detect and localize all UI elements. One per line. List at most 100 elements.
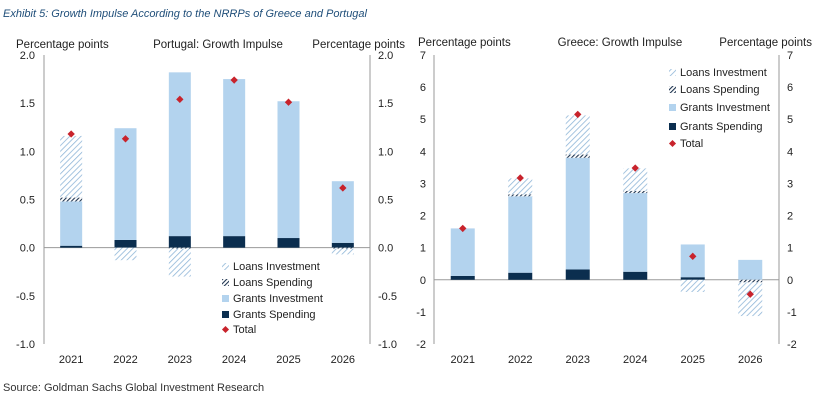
- bar-loans-investment: [623, 168, 648, 191]
- y-tick-label-left: 1.5: [20, 98, 35, 110]
- y-tick-label-left: 6: [420, 82, 426, 94]
- bar-grants-investment: [114, 128, 137, 240]
- x-tick-label: 2023: [566, 354, 590, 366]
- x-tick-label: 2026: [331, 354, 355, 366]
- bar-grants-spending: [277, 238, 300, 248]
- source-note: Source: Goldman Sachs Global Investment …: [3, 382, 265, 394]
- bar-grants-spending: [223, 236, 246, 248]
- total-marker: [176, 95, 184, 103]
- legend-swatch-grants-investment: [222, 295, 229, 302]
- y-tick-label-left: 0: [420, 275, 426, 287]
- bar-grants-spending: [114, 239, 137, 248]
- bar-grants-investment: [331, 181, 354, 243]
- y-tick-label-left: 3: [420, 178, 426, 190]
- y-tick-label-right: 0.0: [378, 243, 393, 255]
- total-marker: [459, 224, 467, 233]
- legend-label-grants-spending: Grants Spending: [680, 121, 763, 133]
- bar-grants-investment: [623, 193, 648, 272]
- x-tick-label: 2026: [738, 354, 762, 366]
- y-ticks-left: -2 -1 0 1 2 3 4 5 6 7: [416, 50, 426, 351]
- y-tick-label-right: 1: [787, 243, 793, 255]
- bars: [60, 72, 354, 277]
- y-tick-label-right: 7: [787, 50, 793, 62]
- chart-title: Portugal: Growth Impulse: [153, 39, 283, 51]
- legend-label-loans-investment: Loans Investment: [680, 67, 767, 79]
- bar-loans-spending: [508, 194, 533, 197]
- x-tick-label: 2024: [222, 354, 246, 366]
- y-tick-label-right: 1.5: [378, 98, 393, 110]
- y-tick-label-right: -1: [787, 307, 797, 319]
- bar-grants-spending: [331, 242, 354, 248]
- chart-title: Greece: Growth Impulse: [558, 37, 683, 49]
- legend-label-total: Total: [233, 324, 256, 336]
- total-marker: [230, 76, 238, 84]
- legend: Loans Investment Loans Spending Grants I…: [668, 67, 770, 150]
- bar-grants-investment: [223, 79, 246, 237]
- y-axis-label-left: Percentage points: [418, 37, 511, 49]
- legend-label-loans-spending: Loans Spending: [680, 84, 760, 96]
- legend-swatch-grants-spending: [669, 123, 676, 130]
- y-tick-label-left: 4: [420, 146, 426, 158]
- bar-grants-investment: [277, 101, 300, 239]
- legend-label-grants-spending: Grants Spending: [233, 309, 316, 321]
- legend: Loans Investment Loans Spending Grants I…: [221, 261, 323, 336]
- bar-grants-investment: [60, 201, 83, 246]
- greece-growth-impulse-chart: Percentage points Greece: Growth Impulse…: [416, 37, 812, 366]
- bar-loans-investment: [114, 247, 137, 261]
- legend-swatch-grants-spending: [222, 311, 229, 318]
- bar-loans-spending: [738, 279, 763, 283]
- x-tick-label: 2022: [508, 354, 532, 366]
- x-tick-label: 2021: [59, 354, 83, 366]
- bar-grants-spending: [565, 269, 590, 280]
- y-axis-label-right: Percentage points: [312, 39, 405, 51]
- legend-label-total: Total: [680, 138, 703, 150]
- x-tick-label: 2021: [451, 354, 475, 366]
- y-tick-label-left: 7: [420, 50, 426, 62]
- legend-swatch-loans-investment: [669, 69, 676, 76]
- bar-loans-investment: [60, 135, 83, 198]
- bar-loans-investment: [680, 279, 705, 292]
- y-tick-label-right: 4: [787, 146, 793, 158]
- y-ticks-right: -1.0 -0.5 0.0 0.5 1.0 1.5 2.0: [378, 50, 397, 351]
- x-tick-label: 2024: [623, 354, 647, 366]
- bar-grants-spending: [450, 275, 475, 280]
- total-markers: [459, 110, 754, 298]
- legend-swatch-grants-investment: [669, 104, 676, 111]
- legend-swatch-loans-spending: [669, 86, 676, 93]
- y-tick-label-left: 1: [420, 243, 426, 255]
- y-axis-label-left: Percentage points: [16, 39, 109, 51]
- bars: [450, 115, 763, 317]
- exhibit-title: Exhibit 5: Growth Impulse According to t…: [3, 8, 367, 20]
- y-ticks-right: -2 -1 0 1 2 3 4 5 6 7: [787, 50, 797, 351]
- x-tick-label: 2023: [168, 354, 192, 366]
- legend-swatch-total: [668, 139, 677, 148]
- y-tick-label-left: 2.0: [20, 50, 35, 62]
- y-tick-label-left: -1: [416, 307, 426, 319]
- y-tick-label-right: 0.5: [378, 195, 393, 207]
- y-tick-label-left: -0.5: [16, 291, 35, 303]
- legend-label-grants-investment: Grants Investment: [233, 293, 323, 305]
- bar-grants-spending: [168, 236, 191, 248]
- y-tick-label-left: 0.5: [20, 195, 35, 207]
- x-tick-label: 2022: [113, 354, 137, 366]
- x-ticks: 2021 2022 2023 2024 2025 2026: [59, 354, 355, 366]
- y-tick-label-left: -2: [416, 339, 426, 351]
- bar-loans-investment: [331, 248, 354, 255]
- bar-grants-spending: [60, 245, 83, 248]
- y-tick-label-right: 0: [787, 275, 793, 287]
- y-axis-label-right: Percentage points: [719, 37, 812, 49]
- y-tick-label-right: 5: [787, 114, 793, 126]
- bar-loans-investment: [508, 178, 533, 195]
- y-tick-label-right: 3: [787, 178, 793, 190]
- x-tick-label: 2025: [681, 354, 705, 366]
- total-markers: [67, 76, 347, 192]
- bar-loans-spending: [623, 190, 648, 194]
- y-tick-label-right: -1.0: [378, 339, 397, 351]
- chart-frame: [43, 55, 371, 344]
- bar-loans-investment: [738, 282, 763, 317]
- x-tick-label: 2025: [276, 354, 300, 366]
- y-tick-label-right: -2: [787, 339, 797, 351]
- bar-loans-spending: [168, 247, 191, 249]
- bar-grants-spending: [680, 277, 705, 280]
- y-ticks-left: -1.0 -0.5 0.0 0.5 1.0 1.5 2.0: [16, 50, 35, 351]
